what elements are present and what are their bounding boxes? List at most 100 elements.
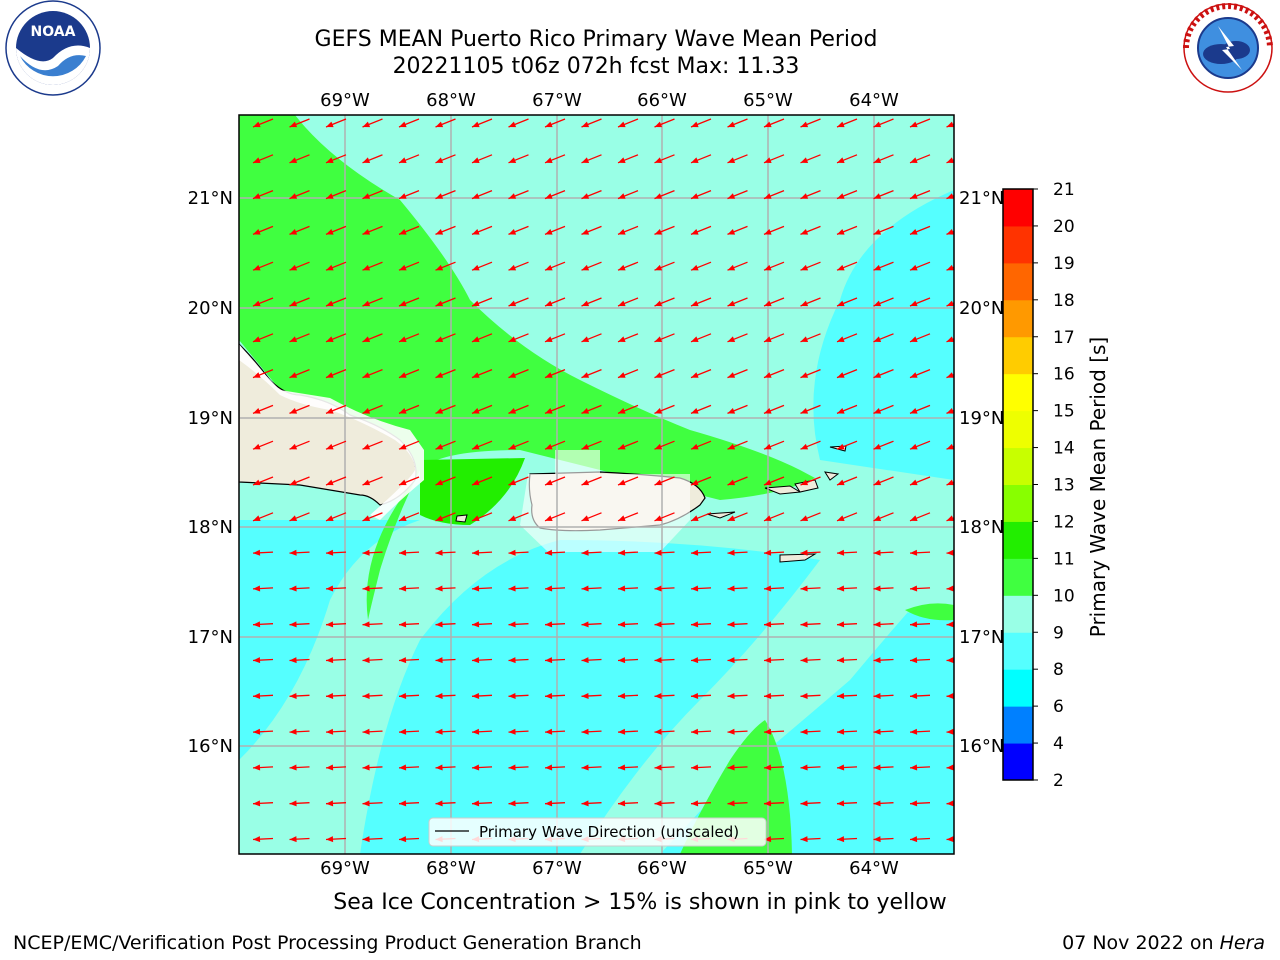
- wave-arrow: [544, 764, 566, 771]
- colorbar-tick-label: 2: [1053, 771, 1064, 791]
- wave-arrow: [800, 261, 821, 271]
- wave-arrow: [800, 764, 821, 771]
- wave-arrow: [362, 585, 383, 592]
- wave-arrow: [544, 549, 566, 556]
- wave-arrow: [617, 154, 639, 164]
- wave-arrow: [471, 728, 493, 735]
- wave-arrow: [873, 692, 894, 699]
- colorbar-tick-label: 11: [1053, 549, 1075, 569]
- wave-arrow: [617, 728, 639, 735]
- wave-arrow: [398, 800, 420, 807]
- wave-arrow: [836, 800, 858, 807]
- wave-arrow: [508, 585, 529, 592]
- nws-logo: [1183, 3, 1273, 93]
- wave-arrow: [471, 764, 493, 771]
- wave-arrow: [690, 549, 712, 556]
- lon-label-bottom: 65°W: [743, 858, 793, 879]
- wave-arrow: [836, 261, 858, 271]
- wave-arrow: [617, 549, 639, 556]
- colorbar-tick-label: 20: [1053, 217, 1075, 237]
- wave-arrow: [800, 621, 821, 628]
- wave-arrow: [508, 154, 529, 164]
- wave-arrow: [581, 297, 602, 307]
- lat-label-right: 21°N: [959, 188, 1004, 209]
- wave-arrow: [909, 764, 931, 771]
- wave-arrow: [508, 225, 529, 236]
- wave-arrow: [763, 621, 785, 628]
- wave-arrow: [435, 621, 456, 628]
- wave-arrow: [544, 154, 566, 164]
- wave-arrow: [398, 297, 420, 307]
- wave-arrow: [362, 333, 383, 343]
- wave-arrow: [727, 368, 748, 379]
- colorbar-tick-label: 17: [1053, 328, 1075, 348]
- wave-arrow: [909, 297, 931, 307]
- wave-arrow: [398, 728, 420, 735]
- wave-arrow: [946, 336, 954, 343]
- wave-arrow: [544, 404, 566, 415]
- wave-arrow: [581, 118, 602, 128]
- wave-arrow: [690, 692, 712, 699]
- wave-arrow: [946, 515, 954, 522]
- wave-arrow: [873, 764, 894, 771]
- wave-arrow: [617, 621, 639, 628]
- wave-arrow: [690, 512, 712, 522]
- wave-arrow: [654, 333, 675, 343]
- wave-arrow: [690, 368, 712, 379]
- wave-arrow: [946, 408, 954, 415]
- wave-arrow: [690, 728, 712, 735]
- wave-arrow: [800, 440, 821, 450]
- wave-arrow: [690, 154, 712, 164]
- colorbar-tick-label: 13: [1053, 476, 1075, 496]
- wave-arrow: [471, 621, 493, 628]
- wave-arrow: [654, 404, 675, 415]
- wave-arrow: [727, 333, 748, 343]
- wave-arrow: [763, 154, 785, 164]
- wave-arrow: [508, 368, 529, 379]
- wave-arrow: [325, 800, 347, 807]
- wave-arrow: [289, 404, 310, 415]
- wave-arrow: [398, 512, 420, 522]
- wave-arrow: [836, 333, 858, 343]
- wave-arrow: [471, 657, 493, 664]
- wave-arrow: [508, 512, 529, 522]
- wave-arrow: [836, 692, 858, 699]
- wave-arrow: [946, 443, 954, 450]
- wave-arrow: [325, 728, 347, 735]
- lat-label-left: 19°N: [188, 408, 233, 429]
- wave-arrow: [544, 440, 566, 450]
- wave-arrow: [581, 440, 602, 450]
- wave-arrow: [398, 836, 420, 843]
- wave-arrow: [581, 261, 602, 271]
- colorbar-tick-label: 4: [1053, 734, 1064, 754]
- wave-arrow: [800, 333, 821, 343]
- wave-arrow: [362, 764, 383, 771]
- wave-arrow: [398, 764, 420, 771]
- wave-arrow: [836, 297, 858, 307]
- wave-arrow: [690, 189, 712, 200]
- wave-arrow: [836, 404, 858, 415]
- colorbar-tick-label: 16: [1053, 365, 1075, 385]
- lon-label-top: 67°W: [532, 90, 582, 111]
- wave-arrow: [544, 800, 566, 807]
- wave-arrow: [289, 333, 310, 343]
- wave-arrow: [362, 368, 383, 379]
- wave-arrow: [946, 621, 954, 628]
- wave-arrow: [654, 800, 675, 807]
- wave-arrow: [946, 264, 954, 271]
- wave-arrow: [508, 118, 529, 128]
- wave-arrow: [508, 621, 529, 628]
- wave-arrow: [252, 225, 274, 236]
- wave-arrow: [727, 585, 748, 592]
- wave-arrow: [544, 728, 566, 735]
- wave-arrow: [800, 225, 821, 236]
- wave-arrow: [909, 657, 931, 664]
- wave-arrow: [362, 404, 383, 415]
- wave-arrow: [763, 476, 785, 486]
- wave-arrow: [836, 189, 858, 200]
- colorbar-swatch: [1003, 595, 1033, 633]
- wave-arrow: [763, 368, 785, 379]
- lat-label-left: 18°N: [188, 517, 233, 538]
- wave-arrow: [727, 512, 748, 522]
- wave-arrow: [581, 333, 602, 343]
